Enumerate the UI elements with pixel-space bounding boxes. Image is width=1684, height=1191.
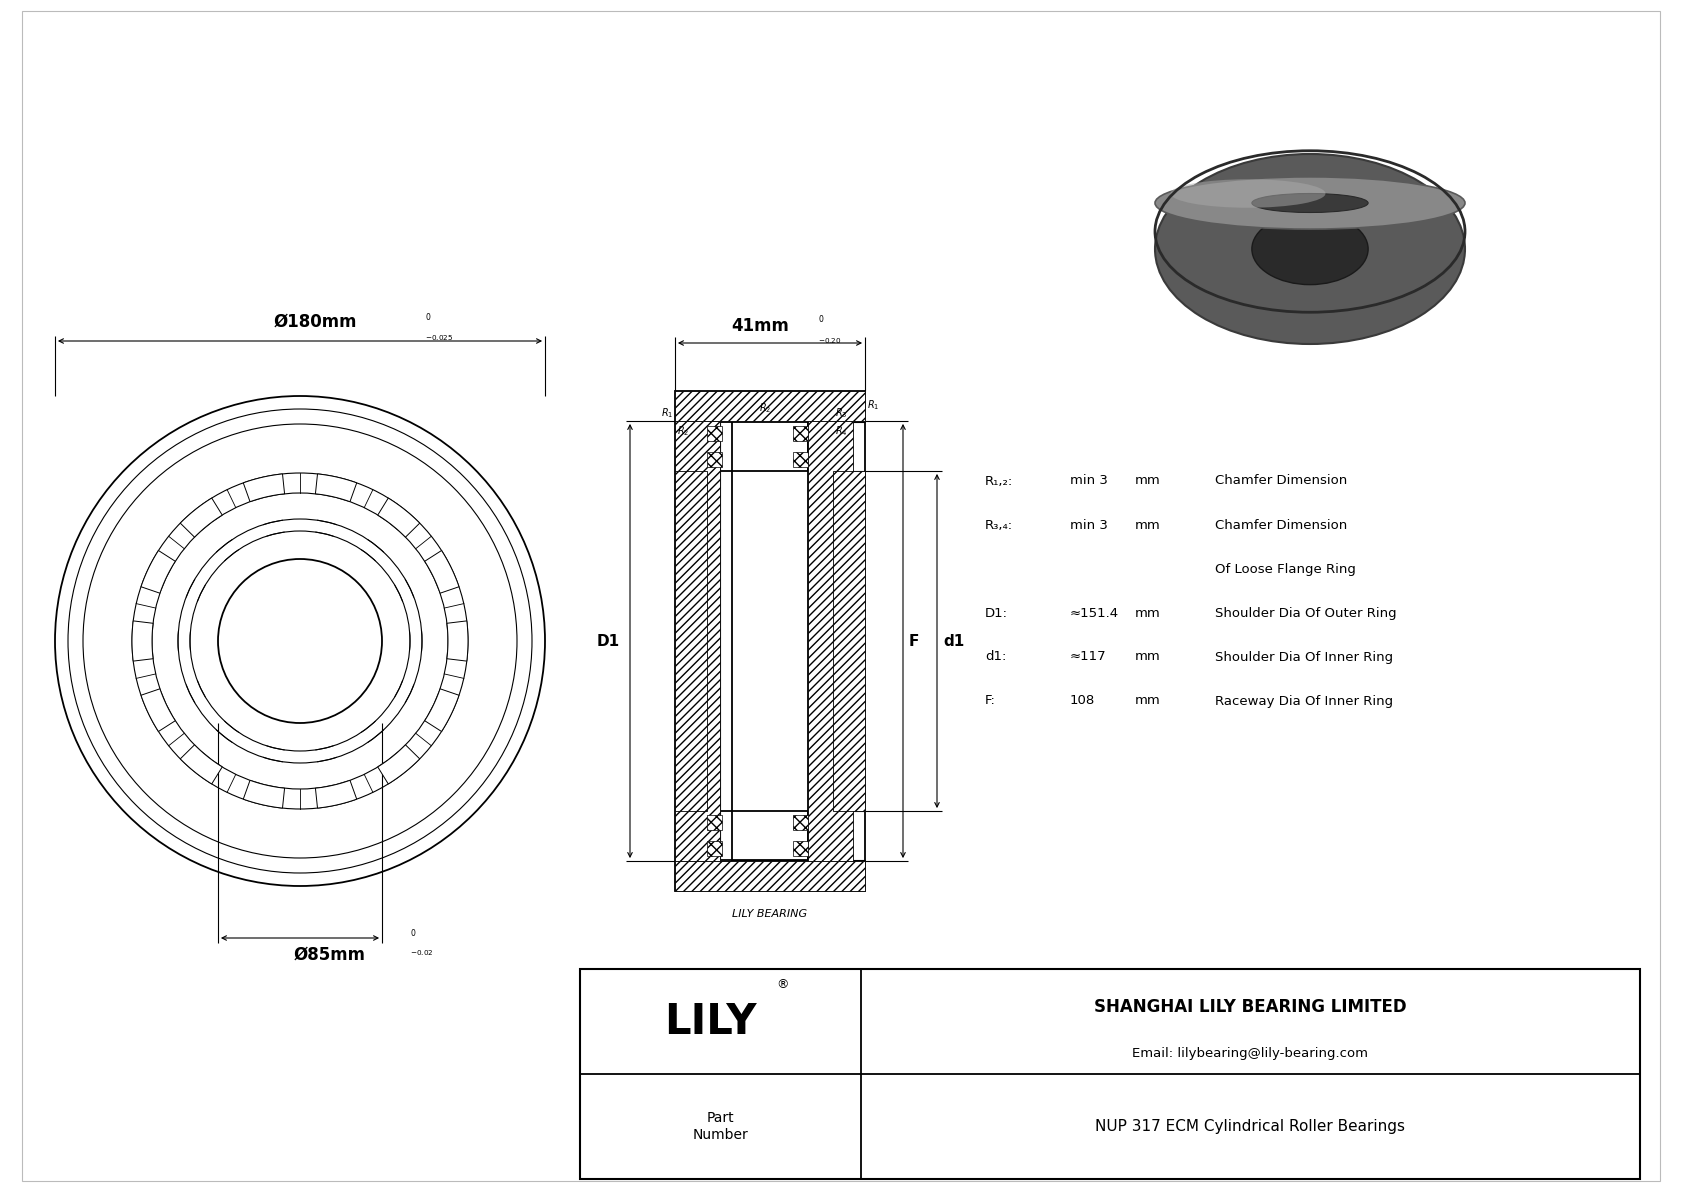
Text: $R_1$: $R_1$ xyxy=(660,406,674,420)
Text: mm: mm xyxy=(1135,606,1160,619)
Polygon shape xyxy=(315,474,357,501)
Text: d1: d1 xyxy=(943,634,965,649)
Text: NUP 317 ECM Cylindrical Roller Bearings: NUP 317 ECM Cylindrical Roller Bearings xyxy=(1096,1120,1406,1134)
Text: mm: mm xyxy=(1135,474,1160,487)
Text: ≈117: ≈117 xyxy=(1069,650,1106,663)
Bar xyxy=(707,841,722,856)
Polygon shape xyxy=(242,780,285,807)
Bar xyxy=(793,841,808,856)
Text: Of Loose Flange Ring: Of Loose Flange Ring xyxy=(1214,562,1356,575)
Text: Email: lilybearing@lily-bearing.com: Email: lilybearing@lily-bearing.com xyxy=(1132,1047,1369,1060)
Text: Raceway Dia Of Inner Ring: Raceway Dia Of Inner Ring xyxy=(1214,694,1393,707)
Polygon shape xyxy=(377,498,419,537)
Bar xyxy=(675,391,866,891)
Bar xyxy=(579,969,1640,1179)
Polygon shape xyxy=(141,550,175,593)
Text: 108: 108 xyxy=(1069,694,1095,707)
Text: SHANGHAI LILY BEARING LIMITED: SHANGHAI LILY BEARING LIMITED xyxy=(1095,998,1406,1016)
Bar xyxy=(793,426,808,441)
Text: ≈151.4: ≈151.4 xyxy=(1069,606,1120,619)
Text: min 3: min 3 xyxy=(1069,474,1108,487)
Text: Chamfer Dimension: Chamfer Dimension xyxy=(1214,474,1347,487)
Bar xyxy=(733,420,808,861)
Ellipse shape xyxy=(1251,213,1367,285)
Text: F:: F: xyxy=(985,694,995,707)
Text: D1:: D1: xyxy=(985,606,1009,619)
Bar xyxy=(707,426,722,441)
Bar xyxy=(834,470,866,811)
Bar xyxy=(675,420,721,861)
Text: Part
Number: Part Number xyxy=(692,1111,748,1142)
Bar xyxy=(793,453,808,467)
Bar xyxy=(707,453,722,467)
Bar xyxy=(675,861,866,891)
Text: $R_1$: $R_1$ xyxy=(867,398,879,412)
Text: Ø180mm: Ø180mm xyxy=(273,313,357,331)
Text: $_{-0.02}$: $_{-0.02}$ xyxy=(409,948,433,958)
Text: $_{-0.025}$: $_{-0.025}$ xyxy=(424,333,453,343)
Text: $R_2$: $R_2$ xyxy=(677,424,689,438)
Polygon shape xyxy=(315,780,357,807)
Polygon shape xyxy=(446,621,468,661)
Text: R₃,₄:: R₃,₄: xyxy=(985,518,1014,531)
Polygon shape xyxy=(131,621,153,661)
Text: Shoulder Dia Of Outer Ring: Shoulder Dia Of Outer Ring xyxy=(1214,606,1396,619)
Polygon shape xyxy=(242,474,285,501)
Text: Ø85mm: Ø85mm xyxy=(295,946,365,964)
Text: $^{0}$: $^{0}$ xyxy=(424,313,431,323)
Text: min 3: min 3 xyxy=(1069,518,1108,531)
Polygon shape xyxy=(424,688,460,731)
Text: mm: mm xyxy=(1135,518,1160,531)
Polygon shape xyxy=(424,550,460,593)
Text: LILY BEARING: LILY BEARING xyxy=(733,909,808,919)
Bar xyxy=(707,422,808,470)
Ellipse shape xyxy=(1155,154,1465,344)
Bar xyxy=(707,811,808,860)
Bar xyxy=(675,470,707,811)
Polygon shape xyxy=(180,744,222,784)
Text: D1: D1 xyxy=(596,634,620,649)
Text: $R_4$: $R_4$ xyxy=(835,424,847,438)
Text: d1:: d1: xyxy=(985,650,1007,663)
Polygon shape xyxy=(180,498,222,537)
Ellipse shape xyxy=(1170,180,1325,207)
Polygon shape xyxy=(377,744,419,784)
Text: $^{0}$: $^{0}$ xyxy=(818,314,825,325)
Text: $R_3$: $R_3$ xyxy=(835,406,847,420)
Bar xyxy=(675,391,866,420)
Text: $^{0}$: $^{0}$ xyxy=(409,929,416,939)
Text: ®: ® xyxy=(776,979,788,991)
Text: Chamfer Dimension: Chamfer Dimension xyxy=(1214,518,1347,531)
Text: LILY: LILY xyxy=(663,1000,756,1042)
Text: $_{-0.20}$: $_{-0.20}$ xyxy=(818,336,842,347)
Polygon shape xyxy=(141,688,175,731)
Text: mm: mm xyxy=(1135,694,1160,707)
Ellipse shape xyxy=(1155,177,1465,229)
Text: 41mm: 41mm xyxy=(731,317,788,335)
Bar xyxy=(793,815,808,830)
Ellipse shape xyxy=(1251,193,1367,212)
Bar xyxy=(808,420,854,861)
Text: Shoulder Dia Of Inner Ring: Shoulder Dia Of Inner Ring xyxy=(1214,650,1393,663)
Text: F: F xyxy=(909,634,919,649)
Text: mm: mm xyxy=(1135,650,1160,663)
Bar xyxy=(707,815,722,830)
Text: R₁,₂:: R₁,₂: xyxy=(985,474,1014,487)
Text: $R_2$: $R_2$ xyxy=(759,401,771,414)
